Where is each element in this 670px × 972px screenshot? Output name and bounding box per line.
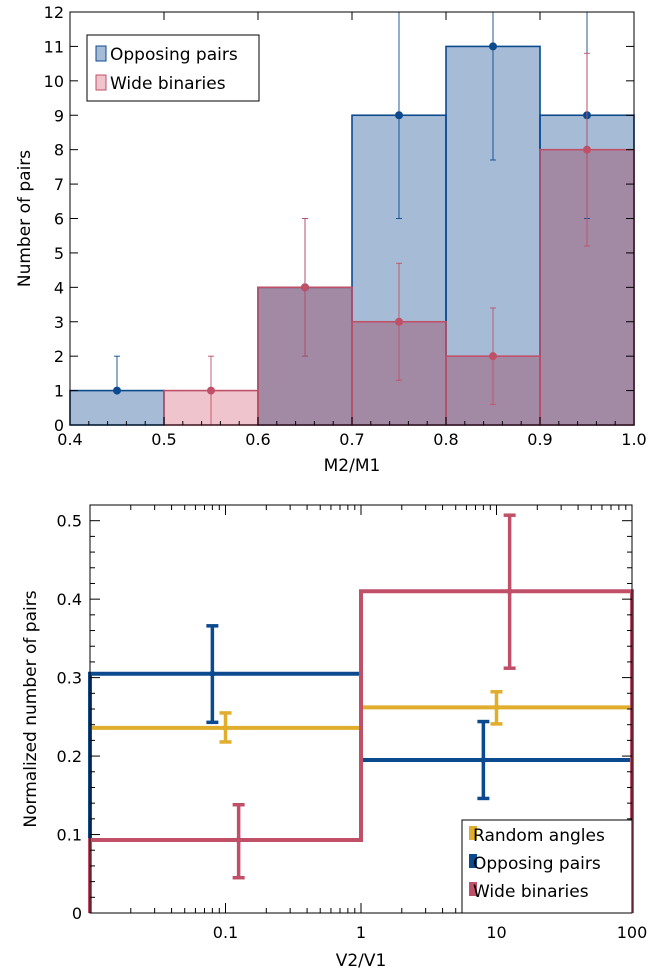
data-point-1-1	[480, 757, 487, 763]
x-tick-label: 100	[617, 923, 648, 942]
legend: Opposing pairs Wide binaries	[86, 34, 260, 102]
y-tick-label: 0.4	[57, 590, 82, 609]
legend-swatch-2	[469, 882, 477, 896]
y-tick-label: 9	[54, 106, 64, 125]
legend-swatch-0	[469, 826, 477, 840]
y-tick-label: 1	[54, 382, 64, 401]
legend-box	[461, 819, 633, 914]
data-point-1-4	[489, 352, 497, 361]
x-tick-label: 0.7	[339, 430, 364, 449]
y-tick-label: 3	[54, 313, 64, 332]
y-tick-label: 11	[44, 37, 64, 56]
data-point-0-1	[493, 704, 500, 711]
data-point-2-0	[235, 837, 242, 844]
y-tick-label: 0.1	[57, 826, 82, 845]
legend-swatch-0	[95, 45, 107, 62]
data-point-0-3	[395, 111, 403, 120]
legend-label-2: Wide binaries	[473, 882, 589, 902]
x-tick-label: 10	[486, 923, 506, 942]
legend-label-0: Opposing pairs	[110, 45, 238, 65]
y-tick-label: 4	[54, 278, 64, 297]
y-tick-label: 0.2	[57, 747, 82, 766]
x-tick-label: 0.5	[151, 430, 176, 449]
y-tick-label: 8	[54, 141, 64, 160]
data-point-0-4	[489, 42, 497, 51]
data-point-1-5	[583, 145, 591, 154]
legend-swatch-1	[95, 74, 107, 91]
x-tick-label: 0.1	[213, 923, 238, 942]
y-tick-label: 0.3	[57, 669, 82, 688]
x-tick-label: 0.4	[57, 430, 82, 449]
y-axis-label: Number of pairs	[15, 150, 35, 287]
legend-box	[86, 34, 260, 102]
data-point-2-1	[506, 588, 513, 595]
data-point-1-0	[209, 670, 216, 677]
chart-mass-ratio: 0.4 0.5 0.6 0.7 0.8 0.9 1.00123456789101112M2/…	[15, 3, 647, 476]
legend-swatch-1	[469, 854, 477, 868]
y-axis-label: Normalized number of pairs	[21, 590, 41, 827]
legend-label-0: Random angles	[473, 826, 605, 846]
data-point-1-2	[301, 283, 309, 292]
x-tick-label: 0.6	[245, 430, 270, 449]
legend-label-1: Wide binaries	[110, 74, 226, 94]
legend: Random angles Opposing pairs Wide binaries	[461, 819, 633, 914]
y-tick-label: 5	[54, 244, 64, 263]
hist-bar-opposing-0	[70, 390, 164, 425]
y-tick-label: 0	[72, 904, 82, 923]
x-tick-label: 0.8	[433, 430, 458, 449]
y-tick-label: 2	[54, 347, 64, 366]
y-tick-label: 12	[44, 3, 64, 22]
x-tick-label: 1	[356, 923, 366, 942]
y-tick-label: 7	[54, 175, 64, 194]
data-point-0-0	[222, 724, 229, 731]
data-point-1-1	[207, 386, 215, 395]
legend-label-1: Opposing pairs	[473, 854, 601, 874]
y-tick-label: 0	[54, 416, 64, 435]
y-tick-label: 10	[44, 72, 64, 91]
chart-velocity-ratio: 0.1 1 10 100 0 0.1 0.2 0.3 0.4 0.5 V2/V1 Normalized…	[21, 504, 648, 971]
data-point-0-0	[113, 386, 121, 395]
y-tick-label: 0.5	[57, 512, 82, 531]
x-tick-label: 1.0	[621, 430, 646, 449]
data-point-1-3	[395, 317, 403, 326]
x-tick-label: 0.9	[527, 430, 552, 449]
x-axis-label: M2/M1	[324, 456, 381, 476]
y-tick-label: 6	[54, 210, 64, 229]
x-axis-label: V2/V1	[336, 951, 387, 971]
